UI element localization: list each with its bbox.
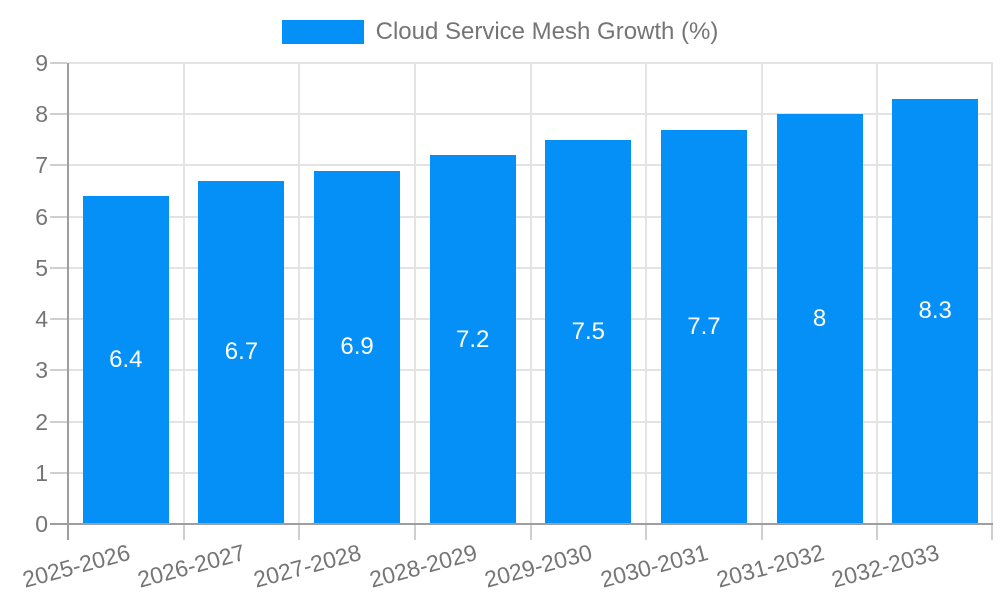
- x-axis-tick: [413, 524, 416, 540]
- y-axis-tick: [50, 266, 67, 269]
- v-gridline: [876, 63, 879, 524]
- bar-2031-2032[interactable]: 8: [776, 114, 863, 524]
- y-axis-tick-label: 2: [35, 408, 48, 435]
- x-axis-category-label: 2029-2030: [482, 539, 596, 593]
- plot-area: 6.4 6.7 6.9 7.2 7.5 7.7 8 8.3 0 1 2 3 4 5 6 7 8 9 2025-202…: [20, 50, 993, 593]
- bar-2029-2030[interactable]: 7.5: [545, 139, 632, 524]
- v-gridline: [298, 63, 301, 524]
- bar-2027-2028[interactable]: 6.9: [314, 170, 401, 524]
- bar-value-label: 8: [812, 305, 827, 333]
- bar-value-label: 7.7: [687, 312, 721, 340]
- y-axis-tick: [50, 164, 67, 167]
- legend-label: Cloud Service Mesh Growth (%): [375, 18, 719, 45]
- y-axis-tick: [50, 369, 67, 372]
- bar-value-label: 8.3: [918, 297, 952, 325]
- x-axis-category-label: 2032-2033: [828, 539, 942, 593]
- x-axis-tick: [876, 524, 879, 540]
- v-gridline: [760, 63, 763, 524]
- bar-value-label: 7.5: [571, 317, 605, 345]
- y-axis-line: [67, 63, 69, 540]
- y-axis-tick-label: 7: [35, 152, 48, 179]
- bar-2030-2031[interactable]: 7.7: [660, 129, 747, 524]
- y-axis-tick-label: 9: [35, 50, 48, 76]
- v-gridline: [529, 63, 532, 524]
- y-axis-tick-label: 0: [35, 511, 48, 537]
- x-axis-tick: [529, 524, 532, 540]
- v-gridline: [413, 63, 416, 524]
- bar-value-label: 6.4: [109, 346, 143, 374]
- v-gridline: [991, 63, 993, 524]
- y-axis-tick: [50, 215, 67, 218]
- y-axis-tick-label: 4: [35, 306, 48, 333]
- bar-value-label: 6.7: [224, 338, 259, 366]
- x-axis-category-label: 2028-2029: [366, 539, 480, 593]
- y-axis-tick: [50, 420, 67, 423]
- v-gridline: [645, 63, 648, 524]
- y-axis-tick: [50, 62, 67, 64]
- x-axis-tick: [991, 524, 993, 540]
- y-axis-tick-label: 3: [35, 357, 48, 384]
- x-axis-tick: [298, 524, 301, 540]
- y-axis-tick-label: 6: [35, 203, 48, 230]
- x-axis-line: [50, 523, 993, 525]
- legend-swatch-icon: [281, 19, 364, 44]
- x-axis-category-label: 2026-2027: [135, 539, 249, 593]
- bar-value-label: 7.2: [456, 325, 490, 353]
- y-axis-tick-label: 1: [35, 459, 48, 486]
- x-axis-tick: [760, 524, 763, 540]
- y-axis-tick: [50, 471, 67, 474]
- y-axis-tick-label: 8: [35, 101, 48, 128]
- y-axis-tick-label: 5: [35, 254, 48, 281]
- legend[interactable]: Cloud Service Mesh Growth (%): [0, 18, 1000, 45]
- y-axis-tick: [50, 113, 67, 116]
- x-axis-tick: [645, 524, 648, 540]
- x-axis-category-label: 2031-2032: [713, 539, 827, 593]
- bar-2026-2027[interactable]: 6.7: [198, 180, 285, 524]
- bar-2025-2026[interactable]: 6.4: [82, 196, 169, 524]
- x-axis-category-label: 2030-2031: [597, 539, 711, 593]
- y-axis-tick: [50, 318, 67, 321]
- x-axis-tick: [182, 524, 185, 540]
- bar-2028-2029[interactable]: 7.2: [429, 155, 516, 524]
- x-axis-category-label: 2027-2028: [250, 539, 364, 593]
- x-axis-category-label: 2025-2026: [19, 539, 133, 593]
- bar-value-label: 6.9: [340, 333, 374, 361]
- v-gridline: [182, 63, 185, 524]
- bar-2032-2033[interactable]: 8.3: [892, 98, 979, 524]
